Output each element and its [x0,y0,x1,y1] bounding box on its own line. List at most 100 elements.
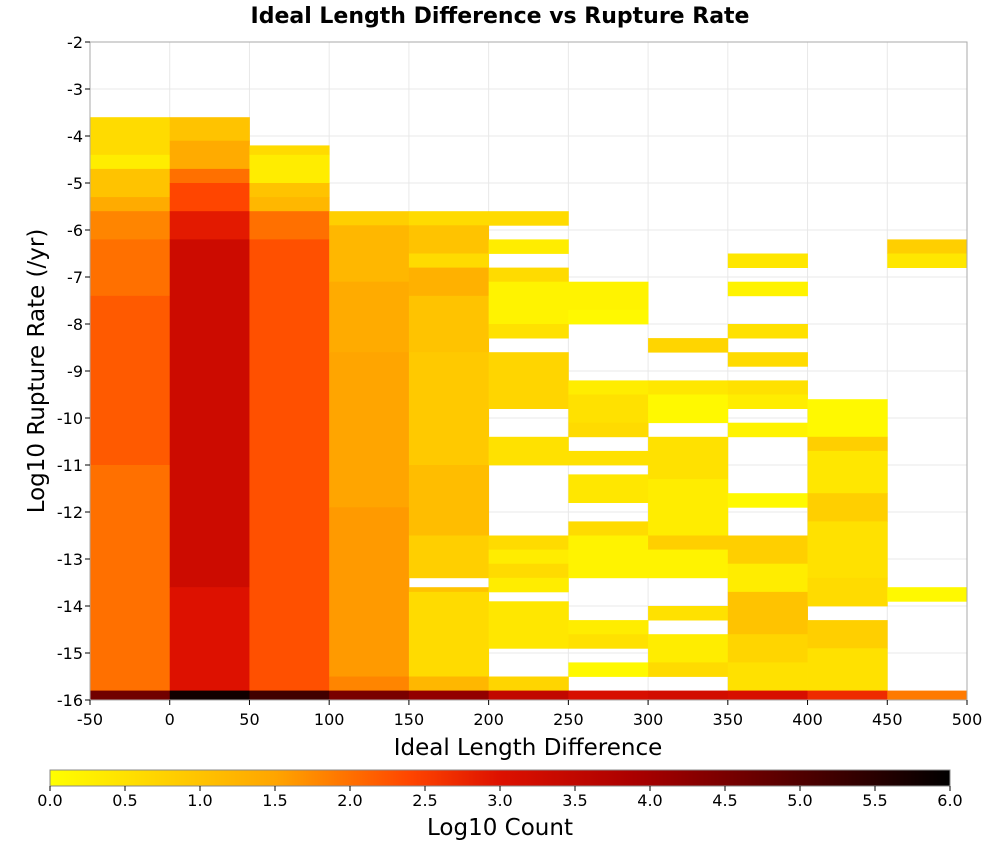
heatmap-cell-c9-r8 [807,690,888,701]
heatmap-cell-c9-r7 [807,648,888,691]
heatmap-cell-c1-r4 [169,211,250,240]
heatmap-cell-c3-r0 [329,211,410,226]
heatmap-cell-c7-r6 [648,549,729,579]
heatmap-cell-c4-r1 [408,225,490,254]
heatmap-cell-c5-r8 [488,549,569,565]
chart-title: Ideal Length Difference vs Rupture Rate [251,4,750,29]
y-tick-label-8: -10 [57,409,83,428]
heatmap-cell-c4-r4 [408,295,490,353]
heatmap-cell-c4-r10 [408,676,490,691]
heatmap-cell-c10-r0 [887,239,968,254]
x-tick-label-2: 50 [239,710,259,729]
y-tick-label-1: -3 [67,80,83,99]
heatmap-cell-c4-r0 [408,211,490,226]
x-tick-label-9: 400 [792,710,823,729]
heatmap-cell-c1-r3 [169,183,250,212]
heatmap-cell-c1-r6 [169,587,250,691]
colorbar-ticks: 0.0 0.5 1.0 1.5 2.0 2.5 3.0 3.5 4.0 4.5 5.0 5.5 6.0 [37,786,963,810]
heatmap-cell-c6-r12 [568,690,649,701]
y-tick-label-2: -4 [67,127,83,146]
y-tick-label-4: -6 [67,221,83,240]
heatmap-cell-c1-r2 [169,168,250,184]
x-tick-label-0: -50 [77,710,103,729]
heatmap-cell-c0-r5 [90,239,171,297]
heatmap-cell-c1-r7 [169,690,250,701]
heatmap-cell-c9-r0 [807,399,888,438]
x-tick-label-8: 350 [713,710,744,729]
heatmap-cell-c4-r2 [408,253,490,268]
x-tick-label-3: 100 [314,710,345,729]
y-tick-label-6: -8 [67,315,83,334]
heatmap-cell-c0-r3 [90,197,171,212]
colorbar-tick-label-0: 0.0 [37,791,62,810]
y-tick-label-3: -5 [67,174,83,193]
heatmap-cell-c6-r4 [568,422,649,438]
heatmap-cell-c5-r7 [488,535,569,550]
colorbar-tick-label-8: 4.0 [637,791,662,810]
heatmap-cell-c10-r3 [887,690,968,701]
heatmap-cell-c8-r8 [727,535,808,565]
colorbar-tick-label-7: 3.5 [562,791,587,810]
heatmap-cell-c6-r6 [568,474,649,503]
x-axis-label: Ideal Length Difference [394,735,663,761]
x-tick-label-6: 250 [553,710,584,729]
heatmap-cell-c5-r11 [488,601,569,649]
heatmap-cell-c7-r1 [648,380,729,395]
heatmap-cell-c7-r4 [648,479,729,536]
heatmap-cell-c7-r2 [648,394,729,424]
heatmap-cell-c3-r3 [329,352,410,508]
heatmap-cell-c5-r9 [488,563,569,579]
heatmap-cell-c3-r2 [329,281,410,353]
heatmap-cell-c2-r4 [249,211,330,240]
heatmap-cell-c3-r4 [329,507,410,677]
heatmap-cell-c4-r9 [408,591,490,677]
heatmap-cell-c7-r3 [648,436,729,480]
colorbar-tick-label-4: 2.0 [337,791,362,810]
heatmap-cell-c9-r2 [807,450,888,494]
x-tick-label-10: 450 [872,710,903,729]
heatmap-cell-c3-r1 [329,225,410,283]
heatmap-cell-c8-r12 [727,662,808,691]
heatmap-cell-c5-r10 [488,577,569,593]
colorbar-tick-label-2: 1.0 [187,791,212,810]
heatmap-cells [90,117,968,701]
heatmap-cell-c8-r4 [727,380,808,395]
heatmap-cell-c6-r9 [568,620,649,635]
colorbar [49,769,951,787]
colorbar-label: Log10 Count [427,815,573,841]
heatmap-cell-c0-r0 [90,117,171,156]
heatmap-cell-c10-r2 [887,587,968,602]
heatmap-cell-c6-r2 [568,380,649,395]
heatmap-cell-c8-r7 [727,493,808,508]
heatmap-cell-c7-r7 [648,606,729,621]
heatmap-cell-c4-r6 [408,465,490,536]
heatmap-cell-c0-r7 [90,465,171,691]
heatmap-cell-c1-r5 [169,239,250,588]
heatmap-cell-c4-r8 [408,587,490,593]
heatmap-cell-c5-r13 [488,690,569,701]
heatmap-cell-c8-r13 [727,690,808,701]
heatmap-cell-c7-r9 [648,662,729,677]
heatmap-cell-c7-r10 [648,690,729,701]
y-tick-label-7: -9 [67,362,83,381]
heatmap-cell-c6-r11 [568,662,649,677]
y-tick-label-11: -13 [57,550,83,569]
colorbar-tick-label-10: 5.0 [787,791,812,810]
y-tick-label-10: -12 [57,503,83,522]
heatmap-cell-c5-r2 [488,267,569,283]
x-tick-label-11: 500 [952,710,983,729]
colorbar-tick-label-9: 4.5 [712,791,737,810]
heatmap-cell-c9-r5 [807,577,888,607]
heatmap-cell-c9-r3 [807,493,888,522]
heatmap-cell-c7-r5 [648,535,729,550]
y-axis-label: Log10 Rupture Rate (/yr) [24,229,50,514]
x-tick-label-5: 200 [473,710,504,729]
heatmap-cell-c8-r2 [727,324,808,339]
heatmap-cell-c2-r3 [249,197,330,212]
heatmap-cell-c5-r5 [488,352,569,409]
heatmap-cell-c0-r6 [90,295,171,466]
colorbar-tick-label-1: 0.5 [112,791,137,810]
heatmap-cell-c4-r7 [408,535,490,579]
colorbar-tick-label-6: 3.0 [487,791,512,810]
